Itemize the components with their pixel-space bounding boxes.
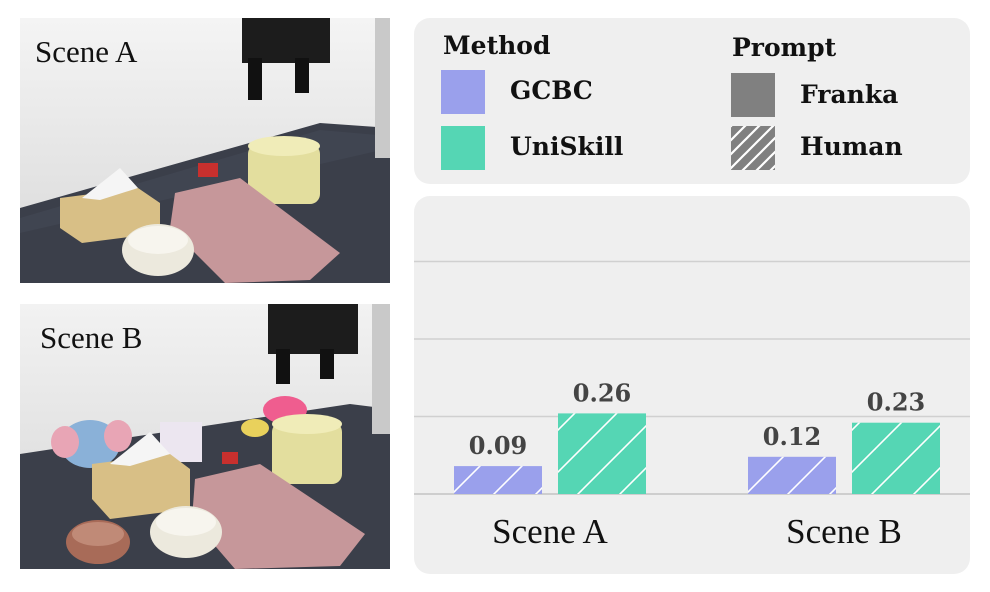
legend-method-title: Method (443, 31, 551, 60)
bar-gcbc-scene-b (748, 456, 836, 494)
scene-b-label: Scene B (40, 320, 143, 355)
legend-swatch-human (731, 126, 775, 170)
bar-uniskill-scene-b (852, 422, 940, 494)
legend-label-gcbc: GCBC (510, 76, 593, 105)
value-label-uniskill-scene-b: 0.23 (867, 388, 925, 417)
legend-label-uniskill: UniSkill (510, 132, 624, 161)
legend: Method Prompt GCBC UniSkill Franka Human (414, 18, 970, 184)
bar-gcbc-scene-a (454, 466, 542, 494)
legend-swatch-gcbc (441, 70, 485, 114)
scene-a-photo: Scene A (20, 18, 390, 283)
bar-chart: 0.09 0.26 Scene A 0.12 0.23 Scene B (414, 260, 970, 551)
category-label-scene-a: Scene A (492, 512, 608, 551)
legend-label-franka: Franka (800, 80, 899, 109)
value-label-uniskill-scene-a: 0.26 (573, 378, 631, 407)
scene-a-label: Scene A (35, 34, 138, 69)
chart-panel: 0.09 0.26 Scene A 0.12 0.23 Scene B (414, 196, 970, 574)
scene-b-photo: Scene B (20, 304, 390, 569)
category-label-scene-b: Scene B (786, 512, 902, 551)
value-label-gcbc-scene-a: 0.09 (469, 431, 527, 460)
legend-swatch-uniskill (441, 126, 485, 170)
value-label-gcbc-scene-b: 0.12 (763, 422, 821, 451)
legend-prompt-title: Prompt (732, 33, 837, 62)
legend-swatch-franka (731, 73, 775, 117)
bar-uniskill-scene-a (558, 413, 646, 494)
legend-label-human: Human (800, 132, 903, 161)
